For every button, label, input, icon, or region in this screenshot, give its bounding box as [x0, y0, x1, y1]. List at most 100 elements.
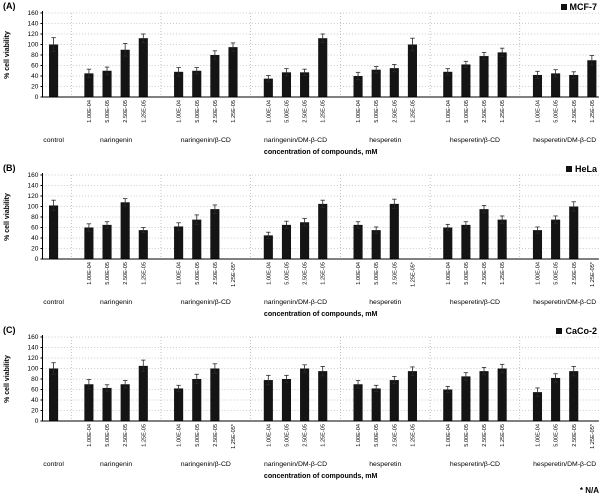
bar [479, 56, 489, 97]
y-tick-label: 80 [31, 52, 39, 59]
x-tick-label: 1.00E-04 [356, 262, 362, 285]
bar [443, 71, 453, 97]
bar [353, 76, 363, 97]
legend-label: CaCo-2 [565, 326, 597, 336]
bar [174, 71, 184, 97]
x-tick-label: 1.00E-04 [356, 100, 362, 123]
x-tick-label: 1.25E-05 [500, 100, 506, 123]
x-tick-label: 5.00E-05 [554, 100, 560, 123]
x-tick-label: 5.00E-05 [195, 262, 201, 285]
bar [263, 78, 273, 97]
bar [192, 219, 202, 259]
chart-panel-b: (B) HeLa 0 20 40 60 80 100 120 140 160 control 1.0… [0, 162, 607, 322]
group-label: hesperetin/DM-β-CD [533, 299, 596, 306]
chart-panel-c: (C) CaCo-2 0 20 40 60 80 100 120 140 160 control 1… [0, 324, 607, 484]
bar [281, 72, 292, 97]
y-tick-label: 40 [31, 235, 39, 242]
x-tick-label: 2.50E-05 [303, 100, 309, 123]
x-tick-label: 5.00E-05 [374, 262, 380, 285]
bar [192, 70, 202, 97]
bar [138, 230, 148, 259]
bar [318, 38, 328, 97]
x-tick-label: 1.00E-04 [446, 424, 452, 447]
x-tick-label: 1.25E-05 [141, 424, 147, 447]
bar [551, 377, 561, 421]
x-tick-label: 1.25E-05* [410, 261, 416, 287]
bar [84, 384, 94, 421]
y-tick-label: 160 [28, 10, 39, 17]
bar [49, 205, 59, 259]
bar [300, 72, 310, 97]
bar [318, 371, 328, 421]
y-tick-label: 100 [28, 204, 39, 211]
bar [461, 376, 471, 421]
group-label: hesperetin/DM-β-CD [533, 137, 596, 144]
x-tick-label: 2.50E-05 [572, 424, 578, 447]
panel-letter: (A) [3, 1, 16, 11]
bar [461, 64, 471, 97]
x-tick-label: 1.25E-05 [590, 100, 596, 123]
x-tick-label: 1.25E-05 [500, 424, 506, 447]
legend-swatch-icon [560, 4, 567, 10]
y-tick-label: 20 [31, 246, 39, 253]
legend: HeLa [565, 164, 597, 174]
bar [300, 222, 310, 259]
x-tick-label: 1.25E-05 [410, 424, 416, 447]
group-label: control [43, 461, 64, 468]
x-tick-label: 1.25E-05 [231, 100, 237, 123]
bar [210, 55, 220, 97]
x-tick-label: 2.50E-05 [572, 100, 578, 123]
y-tick-label: 0 [35, 94, 39, 101]
x-tick-label: 1.25E-05 [141, 100, 147, 123]
group-label: hesperetin/β-CD [450, 137, 500, 144]
bar [389, 203, 399, 259]
group-label: hesperetin [369, 137, 401, 144]
y-axis-label: % cell viability [4, 355, 11, 403]
y-tick-label: 100 [28, 42, 39, 49]
bar [49, 368, 59, 421]
x-tick-label: 2.50E-05 [303, 262, 309, 285]
bar [120, 384, 130, 421]
group-label: naringenin/β-CD [181, 461, 231, 468]
x-tick-label: 2.50E-05 [123, 262, 129, 285]
bar [407, 371, 417, 421]
x-tick-label: 1.25E-05 [321, 100, 327, 123]
bar [353, 384, 363, 421]
y-axis-label: % cell viability [4, 193, 11, 241]
group-label: control [43, 137, 64, 144]
y-tick-label: 60 [31, 387, 39, 394]
y-tick-label: 120 [28, 193, 39, 200]
x-tick-label: 5.00E-05 [284, 262, 290, 285]
x-tick-label: 1.25E-05 [410, 100, 416, 123]
x-tick-label: 1.00E-04 [535, 100, 541, 123]
x-tick-label: 1.25E-05* [590, 261, 596, 287]
bar [263, 235, 273, 259]
x-tick-label: 1.00E-04 [266, 262, 272, 285]
bar [102, 224, 112, 259]
x-tick-label: 1.00E-04 [535, 424, 541, 447]
legend-swatch-icon [565, 166, 572, 172]
bar [281, 224, 292, 259]
bar [228, 47, 238, 97]
x-tick-label: 2.50E-05 [392, 424, 398, 447]
x-tick-label: 2.50E-05 [482, 424, 488, 447]
x-tick-label: 2.50E-05 [123, 100, 129, 123]
bar [407, 44, 417, 97]
x-tick-label: 5.00E-05 [374, 424, 380, 447]
y-tick-label: 160 [28, 172, 39, 179]
x-tick-label: 2.50E-05 [213, 424, 219, 447]
bar [479, 371, 489, 421]
group-label: naringenin/DM-β-CD [264, 461, 327, 468]
x-tick-label: 1.25E-05* [590, 423, 596, 449]
bar [389, 380, 399, 421]
bar [210, 368, 220, 421]
x-tick-label: 5.00E-05 [284, 100, 290, 123]
bar [532, 74, 543, 97]
x-tick-label: 1.00E-04 [87, 262, 93, 285]
bar [210, 209, 220, 259]
bar [569, 371, 579, 421]
bar [443, 389, 453, 421]
x-tick-label: 1.00E-04 [446, 262, 452, 285]
bar [497, 52, 507, 97]
